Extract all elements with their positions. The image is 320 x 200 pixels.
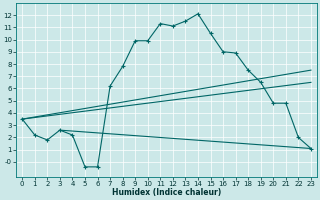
X-axis label: Humidex (Indice chaleur): Humidex (Indice chaleur) (112, 188, 221, 197)
